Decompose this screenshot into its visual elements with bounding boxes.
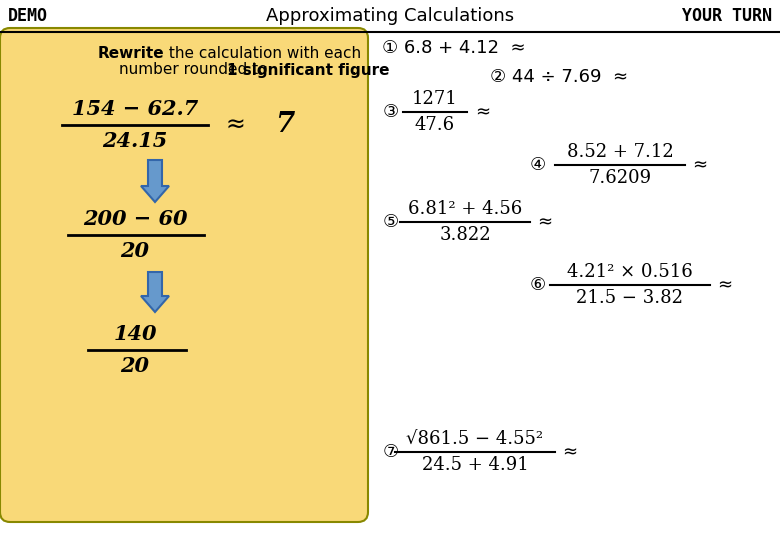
- Text: ⑥: ⑥: [530, 276, 546, 294]
- FancyArrow shape: [141, 272, 169, 312]
- Text: ⑤: ⑤: [383, 213, 399, 231]
- Text: 200 − 60: 200 − 60: [83, 209, 187, 229]
- Text: ② 44 ÷ 7.69  ≈: ② 44 ÷ 7.69 ≈: [490, 68, 628, 86]
- Text: ≈: ≈: [717, 276, 732, 294]
- Text: 6.81² + 4.56: 6.81² + 4.56: [408, 200, 522, 218]
- Text: ≈: ≈: [692, 156, 707, 174]
- Text: 1 significant figure: 1 significant figure: [227, 63, 389, 78]
- Text: 24.5 + 4.91: 24.5 + 4.91: [422, 456, 528, 474]
- Text: number rounded to: number rounded to: [119, 63, 272, 78]
- Text: YOUR TURN: YOUR TURN: [682, 7, 772, 25]
- Text: 140: 140: [113, 324, 157, 344]
- Text: 154 − 62.7: 154 − 62.7: [72, 99, 198, 119]
- Text: DEMO: DEMO: [8, 7, 48, 25]
- Text: 21.5 − 3.82: 21.5 − 3.82: [576, 289, 683, 307]
- Text: ① 6.8 + 4.12  ≈: ① 6.8 + 4.12 ≈: [382, 39, 526, 57]
- Text: Approximating Calculations: Approximating Calculations: [266, 7, 514, 25]
- Text: ≈: ≈: [537, 213, 552, 231]
- Text: .: .: [347, 63, 356, 78]
- Text: 47.6: 47.6: [415, 116, 455, 134]
- Text: √861.5 − 4.55²: √861.5 − 4.55²: [406, 430, 544, 448]
- Text: 7.6209: 7.6209: [588, 169, 651, 187]
- Bar: [0, 0, 780, 32]
- Text: 4.21² × 0.516: 4.21² × 0.516: [567, 263, 693, 281]
- Text: 7: 7: [275, 111, 295, 138]
- Text: Rewrite: Rewrite: [98, 45, 164, 60]
- Text: 1271: 1271: [412, 90, 458, 108]
- Text: ④: ④: [530, 156, 546, 174]
- Text: ≈: ≈: [475, 103, 490, 121]
- Text: ⑦: ⑦: [383, 443, 399, 461]
- Text: the calculation with each: the calculation with each: [164, 45, 361, 60]
- FancyArrow shape: [141, 160, 169, 202]
- Text: ≈: ≈: [225, 113, 245, 137]
- Text: ≈: ≈: [562, 443, 577, 461]
- FancyBboxPatch shape: [0, 28, 368, 522]
- Text: 8.52 + 7.12: 8.52 + 7.12: [566, 143, 673, 161]
- Text: 20: 20: [120, 241, 150, 261]
- Text: 20: 20: [120, 356, 150, 376]
- Text: 24.15: 24.15: [102, 131, 168, 151]
- Text: 3.822: 3.822: [439, 226, 491, 244]
- Text: ③: ③: [383, 103, 399, 121]
